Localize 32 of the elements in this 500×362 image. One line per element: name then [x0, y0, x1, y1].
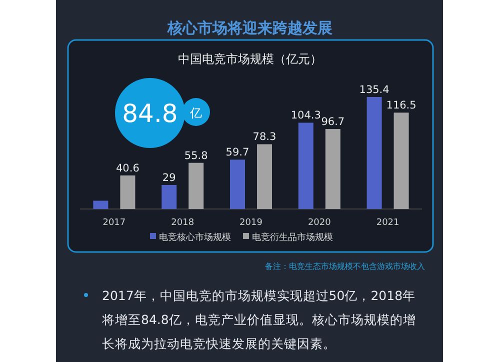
bar	[188, 162, 204, 209]
data-label: 59.7	[226, 146, 250, 159]
bar	[162, 185, 177, 209]
bar	[298, 122, 314, 209]
x-tick-label: 2017	[102, 218, 126, 228]
x-tick-label: 2019	[240, 218, 263, 228]
text: 2017年，中国电竞的市场规模实现超过50亿，2018年将增至84.8亿，电竞产业价值显现。核心市场规模的增长将成为拉动电竞快速发展的关键因素。	[102, 287, 417, 353]
bar	[230, 160, 245, 209]
bar	[120, 175, 136, 209]
data-label: 78.3	[252, 131, 276, 144]
bar	[325, 129, 340, 209]
bar	[366, 97, 382, 209]
annotation: 亿	[189, 106, 202, 120]
data-label: 55.8	[184, 150, 208, 162]
bar	[93, 200, 108, 209]
chart-title: 核心市场将迎来跨越发展	[166, 19, 332, 37]
data-label: 29	[162, 172, 176, 184]
x-tick-label: 2021	[376, 218, 400, 228]
annotation: 84.8	[122, 99, 178, 128]
bar	[257, 144, 272, 209]
chart-subtitle: 中国电竞市场规模（亿元）	[178, 52, 322, 66]
data-label: 40.6	[116, 162, 140, 174]
data-label: 104.3	[290, 110, 321, 122]
x-tick-label: 2020	[308, 218, 332, 228]
data-label: 116.5	[386, 100, 416, 112]
bar	[394, 112, 409, 209]
x-tick-label: 2018	[171, 218, 194, 228]
text: 备注：电竞生态市场规模不包含游戏市场收入	[265, 262, 425, 271]
legend-label: 电竞核心市场规模	[159, 232, 231, 243]
data-label: 135.4	[359, 84, 390, 96]
data-label: 96.7	[321, 116, 345, 128]
legend-label: 电竞衍生品市场规模	[252, 232, 333, 243]
